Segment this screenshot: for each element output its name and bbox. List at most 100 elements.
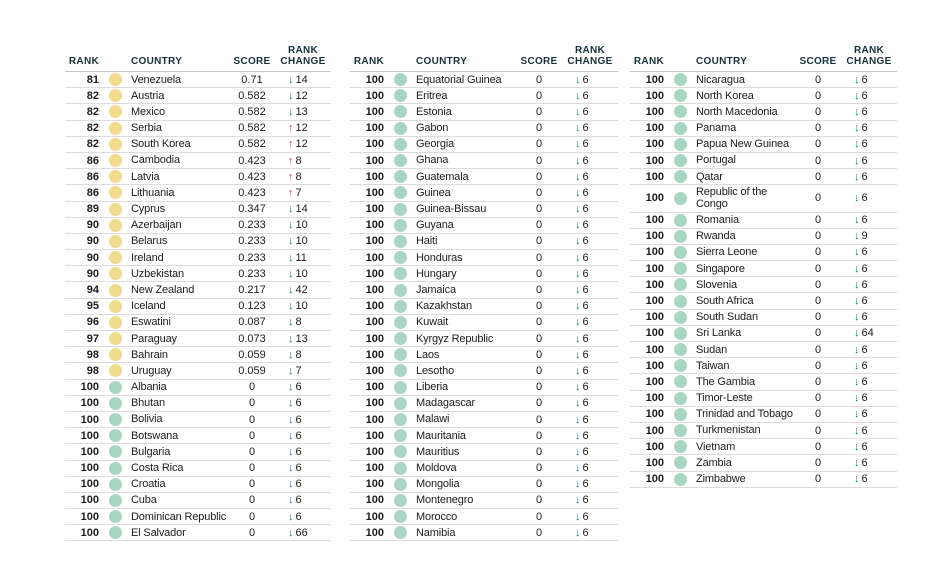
rank-change-value: 8 [295, 316, 302, 329]
country-name: Haiti [416, 235, 438, 248]
table-row: 98 Uruguay 0.059 ↓ 7 [65, 363, 331, 380]
green-dot-icon [394, 218, 407, 232]
score-value: 0 [248, 429, 256, 442]
rank-value: 100 [365, 348, 384, 361]
country-name: Cambodia [131, 154, 180, 167]
green-dot-icon [674, 245, 687, 259]
rank-change: ↓ 14 [275, 203, 331, 215]
green-dot-icon [674, 137, 687, 151]
country-dot-cell [387, 218, 414, 232]
country-name: Equatorial Guinea [416, 73, 502, 86]
rank-value: 100 [80, 526, 99, 539]
score-value: 0.217 [238, 284, 266, 297]
table-row: 82 Serbia 0.582 ↑ 12 [65, 121, 331, 137]
rank-column-header: RANK [353, 55, 384, 67]
country-name: South Africa [696, 294, 754, 307]
score-value: 0 [535, 526, 543, 539]
rank-change-value: 6 [582, 413, 589, 426]
score-value: 0 [535, 89, 543, 102]
country-name: Bulgaria [131, 445, 171, 458]
rank-change-value: 6 [861, 192, 868, 205]
country-name: Venezuela [131, 73, 182, 86]
country-dot-cell [387, 283, 414, 297]
score-value: 0.71 [241, 73, 263, 86]
rank-change: ↓ 6 [841, 311, 897, 323]
country-dot-cell [387, 445, 414, 459]
country-name: Republic of the Congo [696, 186, 768, 211]
table-row: 100 Slovenia 0 ↓ 6 [630, 277, 897, 294]
rank-change-value: 10 [295, 267, 308, 280]
green-dot-icon [674, 154, 687, 168]
rank-change-value: 6 [582, 316, 589, 329]
down-arrow-icon: ↓ [288, 381, 294, 394]
table-row: 100 Malawi 0 ↓ 6 [350, 412, 618, 429]
country-name: Portugal [696, 154, 736, 167]
down-arrow-icon: ↓ [854, 375, 860, 388]
rank-change-value: 6 [861, 343, 868, 356]
rank-change-value: 10 [295, 300, 308, 313]
yellow-dot-icon [109, 218, 122, 232]
rank-change: ↑ 12 [275, 138, 331, 150]
rank-change-value: 6 [861, 170, 868, 183]
country-name: North Korea [696, 89, 754, 102]
rank-change: ↓ 6 [562, 106, 618, 118]
table-row: 100 Guinea-Bissau 0 ↓ 6 [350, 202, 618, 218]
score-value: 0 [814, 192, 822, 205]
country-name: Dominican Republic [131, 510, 227, 523]
rank-change-column-header: RANK CHANGE [846, 45, 892, 67]
country-name: Guinea-Bissau [416, 203, 487, 216]
table-rows: 81 Venezuela 0.71 ↓ 14 82 Austria 0.582 ↓ 12 82 Mex… [65, 72, 331, 542]
score-value: 0 [814, 154, 822, 167]
country-dot-cell [387, 299, 414, 313]
country-dot-cell [667, 137, 694, 151]
down-arrow-icon: ↓ [288, 348, 294, 361]
country-name: Kuwait [416, 316, 449, 329]
table-row: 100 Taiwan 0 ↓ 6 [630, 358, 897, 375]
table-row: 100 Papua New Guinea 0 ↓ 6 [630, 137, 897, 153]
down-arrow-icon: ↓ [575, 105, 581, 118]
country-dot-cell [387, 332, 414, 346]
rank-change: ↓ 6 [562, 365, 618, 377]
country-name: Lithuania [131, 186, 175, 199]
rank-change-column-header: RANK CHANGE [280, 45, 326, 67]
rank-change: ↓ 6 [562, 381, 618, 393]
rank-change-value: 6 [861, 262, 868, 275]
green-dot-icon [394, 380, 407, 394]
rank-change: ↓ 10 [275, 268, 331, 280]
table-row: 100 Gabon 0 ↓ 6 [350, 121, 618, 137]
rank-change-value: 6 [295, 429, 302, 442]
country-name: Estonia [416, 105, 452, 118]
table-row: 96 Eswatini 0.087 ↓ 8 [65, 315, 331, 331]
down-arrow-icon: ↓ [288, 73, 294, 86]
rank-change: ↓ 6 [841, 376, 897, 388]
down-arrow-icon: ↓ [575, 235, 581, 248]
score-value: 0.582 [238, 89, 266, 102]
rank-value: 94 [86, 284, 99, 297]
rank-change: ↑ 8 [275, 171, 331, 183]
rank-change: ↓ 6 [562, 122, 618, 134]
rank-value: 100 [365, 316, 384, 329]
rank-value: 100 [645, 456, 664, 469]
country-dot-cell [667, 456, 694, 470]
green-dot-icon [394, 89, 407, 103]
green-dot-icon [674, 294, 687, 308]
score-value: 0 [814, 408, 822, 421]
rank-change-value: 66 [295, 526, 308, 539]
country-dot-cell [102, 202, 129, 216]
green-dot-icon [109, 380, 122, 394]
rank-value: 100 [365, 219, 384, 232]
country-name: Gabon [416, 122, 449, 135]
country-name: Jamaica [416, 283, 456, 296]
country-name: North Macedonia [696, 105, 778, 118]
table-row: 90 Azerbaijan 0.233 ↓ 10 [65, 218, 331, 234]
down-arrow-icon: ↓ [288, 364, 294, 377]
rank-value: 100 [365, 526, 384, 539]
rank-value: 100 [365, 397, 384, 410]
green-dot-icon [674, 375, 687, 389]
green-dot-icon [394, 332, 407, 346]
country-name: South Sudan [696, 311, 758, 324]
rank-change: ↓ 6 [275, 511, 331, 523]
score-value: 0 [535, 300, 543, 313]
rank-value: 97 [86, 332, 99, 345]
